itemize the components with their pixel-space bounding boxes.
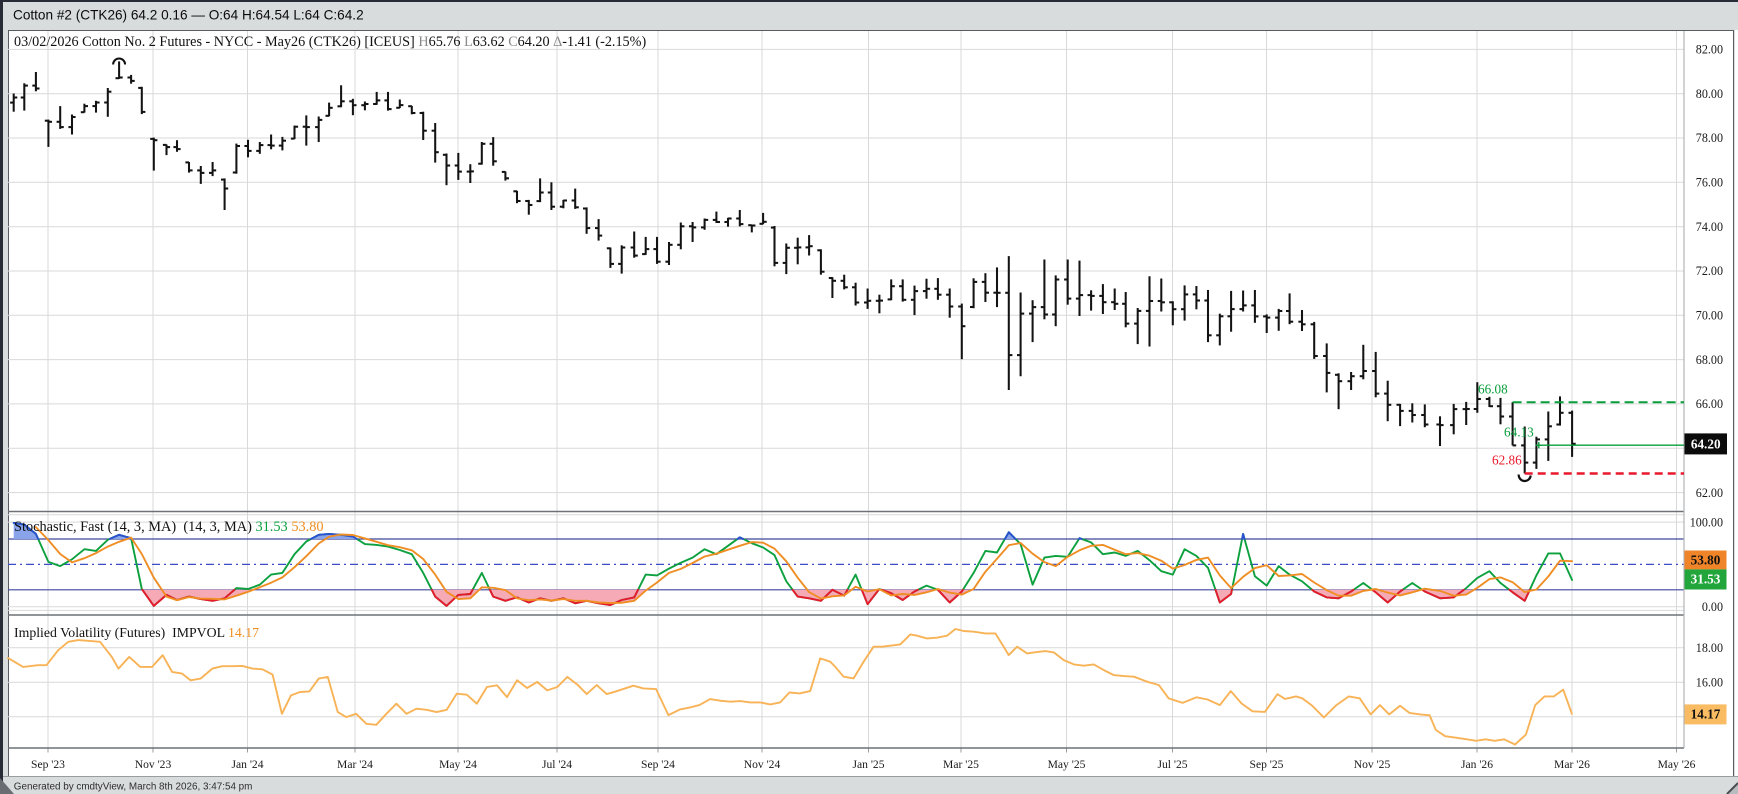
svg-text:Cotton #2 (CTK26) 64.2 0.16 —: Cotton #2 (CTK26) 64.2 0.16 — O:64 H:64.…: [13, 7, 364, 22]
svg-text:Nov '23: Nov '23: [135, 758, 172, 771]
svg-text:80.00: 80.00: [1696, 87, 1723, 101]
svg-text:Mar '26: Mar '26: [1554, 758, 1590, 771]
svg-text:Jan '25: Jan '25: [852, 758, 884, 771]
svg-text:66.00: 66.00: [1696, 397, 1723, 411]
svg-text:76.00: 76.00: [1696, 176, 1723, 190]
svg-text:Generated by cmdtyView, March: Generated by cmdtyView, March 8th 2026, …: [14, 781, 253, 792]
svg-text:78.00: 78.00: [1696, 131, 1723, 145]
svg-text:Jul '24: Jul '24: [542, 758, 572, 771]
svg-text:16.00: 16.00: [1696, 676, 1723, 690]
svg-text:Jul '25: Jul '25: [1157, 758, 1187, 771]
svg-text:68.00: 68.00: [1696, 353, 1723, 367]
svg-text:14.17: 14.17: [1691, 707, 1721, 722]
svg-text:Sep '24: Sep '24: [641, 758, 675, 771]
svg-text:31.53: 31.53: [1691, 572, 1721, 587]
svg-text:64.13: 64.13: [1504, 425, 1534, 440]
svg-text:72.00: 72.00: [1696, 264, 1723, 278]
svg-text:03/02/2026 Cotton No. 2 Future: 03/02/2026 Cotton No. 2 Futures - NYCC -…: [14, 34, 646, 50]
svg-text:70.00: 70.00: [1696, 309, 1723, 323]
svg-text:100.00: 100.00: [1690, 515, 1723, 529]
svg-text:Jan '24: Jan '24: [231, 758, 263, 771]
svg-text:62.86: 62.86: [1492, 453, 1522, 468]
svg-text:74.00: 74.00: [1696, 220, 1723, 234]
svg-text:Sep '23: Sep '23: [31, 758, 65, 771]
svg-text:Implied Volatility (Futures): Implied Volatility (Futures) IMPVOL 14.1…: [14, 625, 259, 641]
svg-text:May '24: May '24: [439, 758, 477, 771]
svg-text:18.00: 18.00: [1696, 641, 1723, 655]
svg-text:May '25: May '25: [1048, 758, 1086, 771]
svg-text:Nov '25: Nov '25: [1354, 758, 1391, 771]
svg-text:53.80: 53.80: [1691, 552, 1721, 567]
svg-text:Mar '25: Mar '25: [943, 758, 979, 771]
svg-text:Jan '26: Jan '26: [1461, 758, 1493, 771]
svg-text:82.00: 82.00: [1696, 43, 1723, 57]
svg-text:May '26: May '26: [1658, 758, 1696, 771]
svg-text:62.00: 62.00: [1696, 486, 1723, 500]
svg-text:64.20: 64.20: [1691, 436, 1721, 451]
svg-text:Nov '24: Nov '24: [744, 758, 781, 771]
svg-text:66.08: 66.08: [1478, 382, 1508, 397]
svg-text:Mar '24: Mar '24: [337, 758, 373, 771]
svg-text:0.00: 0.00: [1702, 600, 1723, 614]
svg-text:Stochastic, Fast (14, 3, MA): Stochastic, Fast (14, 3, MA) (14, 3, MA)…: [14, 519, 324, 535]
svg-text:Sep '25: Sep '25: [1250, 758, 1284, 771]
